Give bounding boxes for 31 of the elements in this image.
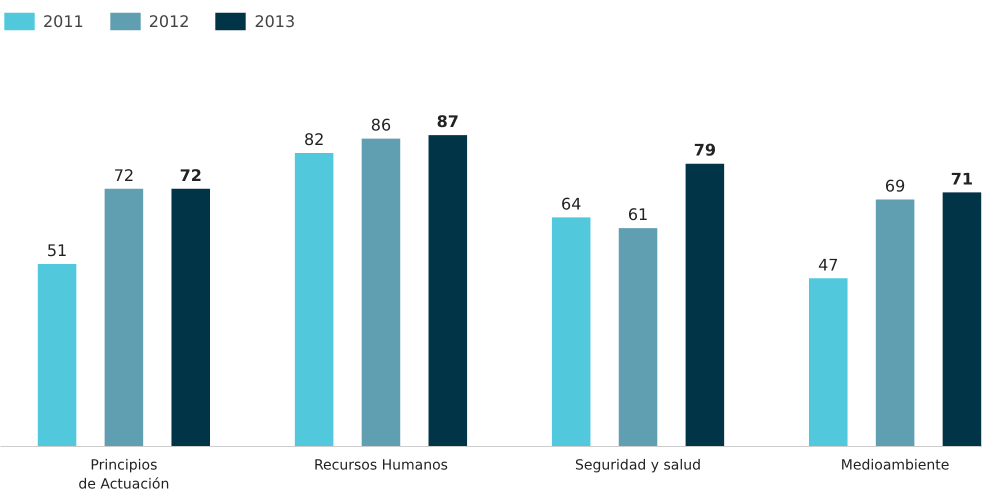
legend-label: 2011 <box>43 12 84 30</box>
x-tick-label: Medioambiente <box>840 458 950 474</box>
bar <box>171 188 210 446</box>
data-label: 72 <box>114 166 134 185</box>
data-label: 79 <box>694 140 716 160</box>
data-label: 87 <box>436 112 459 132</box>
data-label: 82 <box>304 130 324 149</box>
bar <box>618 228 658 446</box>
data-label: 51 <box>46 240 68 260</box>
data-label: 71 <box>950 169 974 188</box>
bar <box>428 135 468 446</box>
data-label: 72 <box>180 166 202 185</box>
bar <box>942 192 982 446</box>
legend-label: 2012 <box>148 12 190 30</box>
bar <box>552 217 590 446</box>
data-label: 86 <box>370 116 392 135</box>
data-label: 61 <box>628 205 648 224</box>
bar <box>294 152 334 446</box>
bar <box>808 278 848 446</box>
data-label: 64 <box>561 194 582 214</box>
x-tick-label: Seguridad y salud <box>575 458 702 474</box>
x-tick-label: Principios de Actuación <box>78 458 170 493</box>
bar <box>38 264 76 446</box>
x-tick-label: Recursos Humanos <box>314 458 448 474</box>
data-label: 69 <box>884 176 906 196</box>
bar <box>104 188 144 446</box>
data-label: 47 <box>818 255 838 274</box>
bar <box>686 164 724 446</box>
bar <box>876 200 914 446</box>
legend-label: 2013 <box>254 12 296 30</box>
bar <box>362 138 400 446</box>
